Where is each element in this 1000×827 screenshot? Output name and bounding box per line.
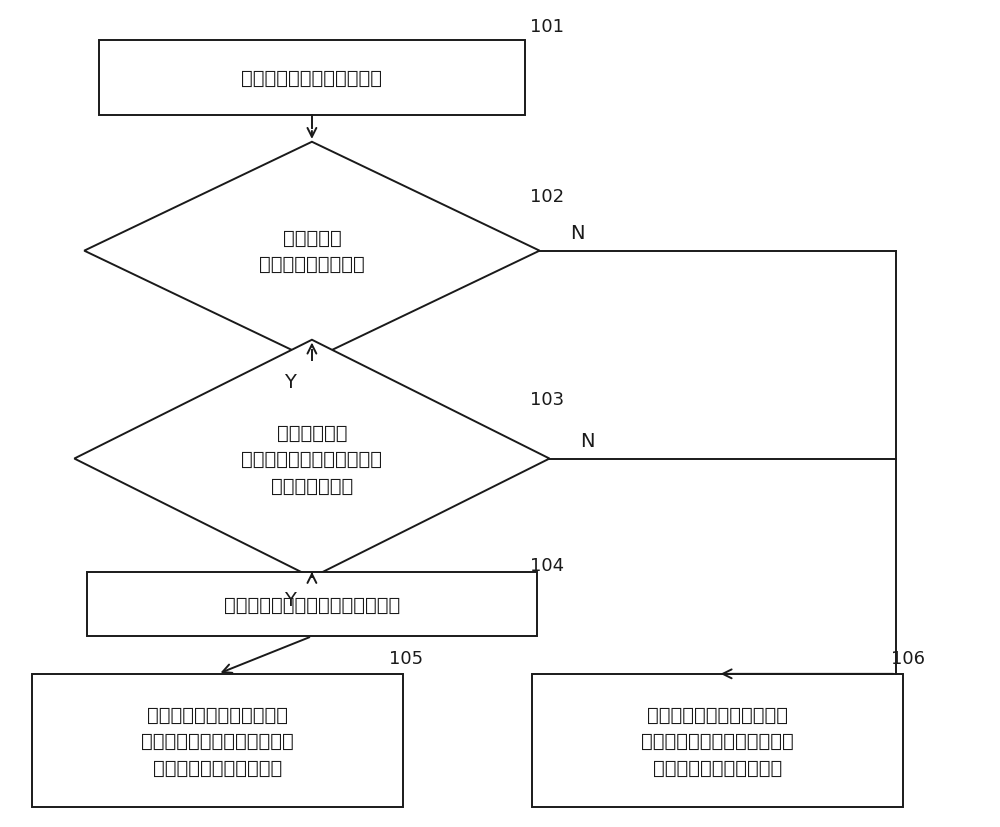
Bar — [87, 572, 537, 637]
Text: 选择时间点向其它节点发送
同步时标（携带本地时间信息
和本地节点优先级编号）: 选择时间点向其它节点发送 同步时标（携带本地时间信息 和本地节点优先级编号） — [641, 705, 794, 777]
Bar — [99, 41, 525, 116]
Text: 同步时标来源
节点优先级编号是否高于本
节点优先级编号: 同步时标来源 节点优先级编号是否高于本 节点优先级编号 — [241, 423, 382, 495]
Polygon shape — [74, 341, 549, 577]
Text: N: N — [570, 224, 584, 243]
Text: 101: 101 — [530, 18, 564, 36]
Text: Y: Y — [284, 590, 296, 609]
Text: 选择时间点向其它节点发送
同步时标（携带本地时间信息
和来源节点优先级编号）: 选择时间点向其它节点发送 同步时标（携带本地时间信息 和来源节点优先级编号） — [141, 705, 294, 777]
Polygon shape — [84, 142, 540, 360]
Text: 监听其它节点的同步时标。: 监听其它节点的同步时标。 — [241, 69, 382, 88]
Text: 是否接收到
其它节点的同步时标: 是否接收到 其它节点的同步时标 — [259, 228, 365, 274]
Text: 103: 103 — [530, 390, 564, 409]
Text: 105: 105 — [389, 650, 423, 667]
Bar — [32, 674, 403, 807]
Text: 102: 102 — [530, 188, 564, 206]
Text: 106: 106 — [891, 650, 925, 667]
Text: N: N — [580, 432, 594, 451]
Bar — [532, 674, 903, 807]
Text: 104: 104 — [530, 557, 564, 575]
Text: Y: Y — [284, 372, 296, 391]
Text: 根据接收的同步时标调整本地时间: 根据接收的同步时标调整本地时间 — [224, 595, 400, 614]
